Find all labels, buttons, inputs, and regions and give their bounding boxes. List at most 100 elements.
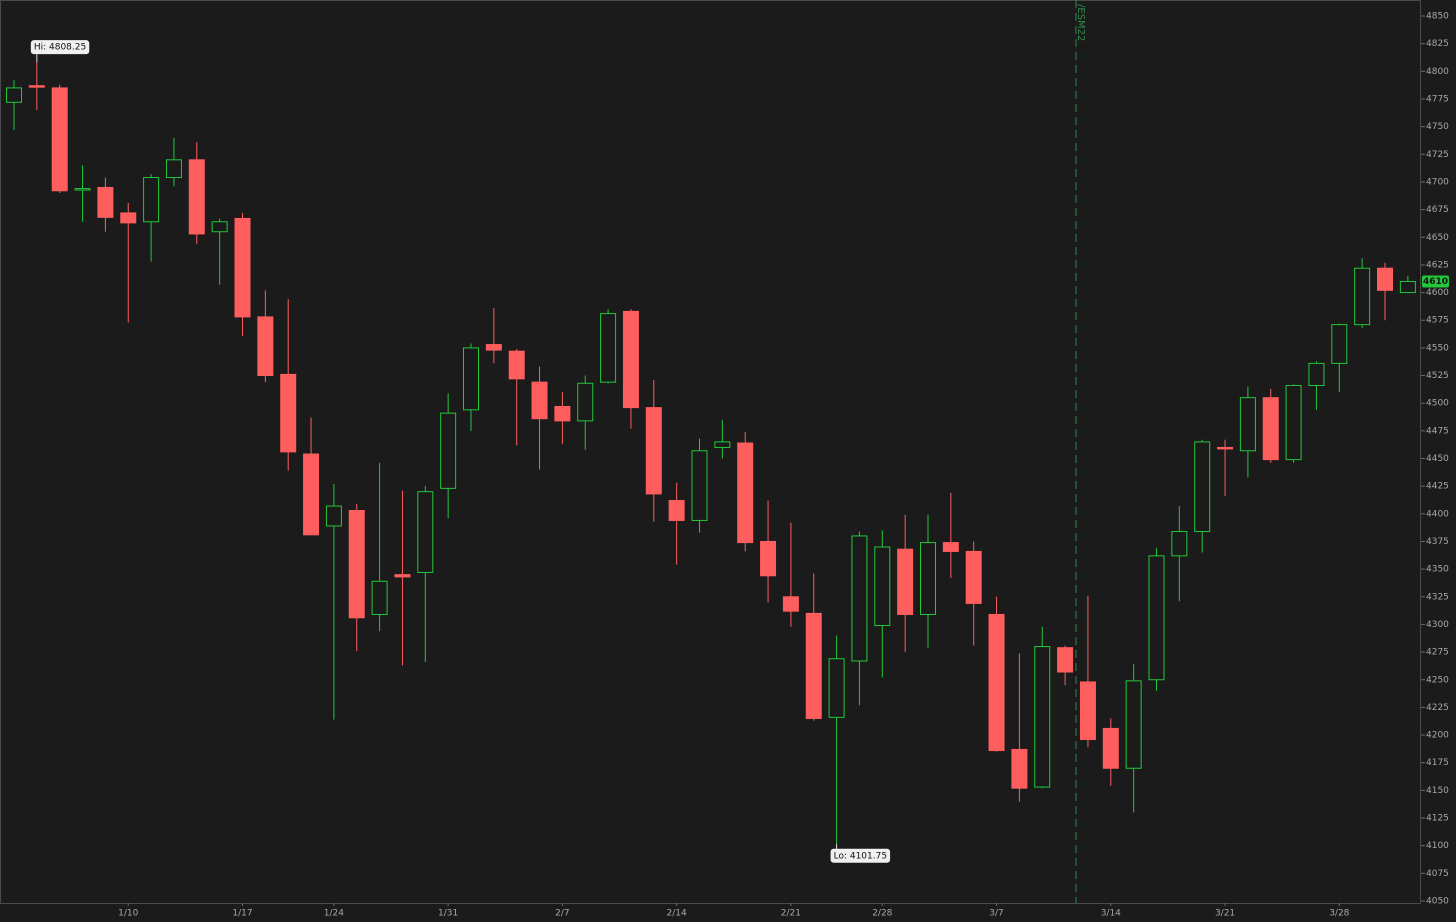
candle-body	[6, 87, 22, 103]
y-tick-label: 4700	[1426, 177, 1449, 187]
candle-body	[577, 382, 594, 422]
y-tick-label: 4075	[1426, 869, 1449, 879]
y-tick-label: 4400	[1426, 509, 1449, 519]
y-tick-label: 4825	[1426, 39, 1449, 49]
y-tick-label: 4850	[1426, 12, 1449, 22]
x-tick-label: 1/17	[232, 909, 252, 919]
candle-body	[714, 441, 731, 448]
y-tick-label: 4600	[1426, 288, 1449, 298]
y-tick-label: 4625	[1426, 260, 1449, 270]
candle-body	[851, 535, 868, 662]
candle-body	[1331, 324, 1348, 364]
candle-body	[942, 542, 959, 552]
callout-label: Hi: 4808.25	[34, 43, 86, 53]
candle-body	[554, 406, 571, 422]
candle-body	[920, 542, 936, 615]
candle-body	[303, 453, 320, 536]
candle-body	[1308, 362, 1325, 386]
x-tick-label: 1/31	[438, 909, 458, 919]
candle-body	[211, 221, 228, 233]
callout-box	[30, 40, 90, 55]
y-tick-label: 4775	[1426, 94, 1449, 104]
candle-body	[508, 350, 525, 380]
candle-body	[417, 491, 434, 573]
y-tick-label: 4150	[1426, 786, 1449, 796]
x-tick-label: 2/21	[781, 909, 801, 919]
x-tick-label: 1/24	[324, 909, 344, 919]
x-tick-label: 3/28	[1329, 909, 1349, 919]
candle-body	[645, 407, 662, 495]
y-tick-label: 4350	[1426, 565, 1449, 575]
candle-body	[440, 412, 457, 489]
y-tick-label: 4725	[1426, 150, 1449, 160]
candle-body	[782, 596, 799, 612]
candle-body	[1011, 748, 1028, 789]
candle-body	[51, 87, 68, 192]
y-tick-label: 4250	[1426, 675, 1449, 685]
y-tick-label: 4550	[1426, 343, 1449, 353]
y-tick-label: 4525	[1426, 371, 1449, 381]
candle-body	[348, 509, 365, 619]
candle-body	[1239, 397, 1256, 452]
y-tick-label: 4325	[1426, 592, 1449, 602]
y-tick-label: 4175	[1426, 758, 1449, 768]
candle-body	[874, 546, 891, 627]
candle-body	[1102, 727, 1119, 769]
candle-body	[165, 159, 182, 179]
candle-body	[805, 612, 822, 719]
candle-body	[120, 212, 137, 224]
x-tick-label: 3/14	[1101, 909, 1121, 919]
y-tick-label: 4650	[1426, 233, 1449, 243]
candle-body	[897, 548, 914, 615]
y-tick-label: 4450	[1426, 454, 1449, 464]
candle-body	[1194, 441, 1211, 533]
x-tick-label: 2/28	[872, 909, 892, 919]
last-price-tag	[1422, 275, 1449, 288]
candle-body	[234, 217, 251, 318]
candle-body	[1148, 555, 1165, 681]
candle-body	[1125, 680, 1142, 769]
y-tick-label: 4375	[1426, 537, 1449, 547]
candle-body	[371, 580, 388, 615]
candle-body	[463, 347, 479, 411]
candle-body	[1217, 446, 1234, 450]
y-tick-label: 4125	[1426, 814, 1449, 824]
y-tick-label: 4475	[1426, 426, 1449, 436]
candle-body	[1399, 281, 1416, 294]
candle-body	[668, 500, 685, 521]
x-tick-label: 1/10	[118, 909, 138, 919]
y-tick-label: 4050	[1426, 897, 1449, 907]
x-tick-label: 3/21	[1215, 909, 1235, 919]
candle-body	[325, 505, 342, 527]
y-tick-label: 4200	[1426, 731, 1449, 741]
candle-body	[1057, 647, 1074, 673]
contract-label: /ESM22	[1075, 4, 1086, 41]
candle-body	[97, 186, 114, 218]
y-tick-label: 4300	[1426, 620, 1449, 630]
candle-body	[760, 540, 777, 577]
candle-body	[622, 310, 639, 409]
candle-body	[1262, 397, 1279, 461]
candle-body	[188, 159, 205, 235]
candle-body	[74, 188, 91, 191]
candle-body	[485, 344, 502, 351]
candle-body	[1034, 646, 1051, 788]
y-tick-label: 4675	[1426, 205, 1449, 215]
candle-body	[143, 177, 160, 223]
candle-body	[828, 658, 845, 718]
candle-body	[28, 85, 45, 88]
candle-body	[737, 442, 754, 544]
y-tick-label: 4425	[1426, 482, 1449, 492]
candle-body	[1079, 681, 1096, 740]
callout-box	[830, 848, 891, 863]
y-tick-label: 4275	[1426, 648, 1449, 658]
candle-body	[280, 373, 297, 453]
y-tick-label: 4500	[1426, 399, 1449, 409]
y-tick-label: 4225	[1426, 703, 1449, 713]
candle-body	[394, 574, 411, 578]
candle-body	[1354, 267, 1371, 326]
candle-body	[1285, 384, 1302, 461]
candle-body	[600, 313, 617, 383]
